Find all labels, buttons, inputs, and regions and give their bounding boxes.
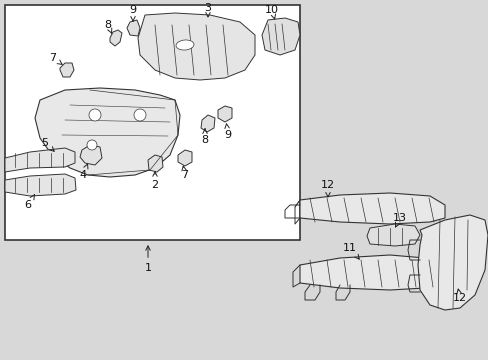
Circle shape [89,109,101,121]
Ellipse shape [176,40,194,50]
Polygon shape [299,193,444,224]
Text: 12: 12 [452,289,466,303]
Polygon shape [127,20,140,36]
Bar [5,5,299,240]
Text: 7: 7 [49,53,62,64]
Text: 6: 6 [24,195,35,210]
Text: 1: 1 [144,246,151,273]
Circle shape [87,140,97,150]
Text: 9: 9 [224,124,231,140]
Text: 8: 8 [104,20,112,33]
Polygon shape [35,88,180,177]
Text: 5: 5 [41,138,54,151]
Text: 8: 8 [201,129,208,145]
Polygon shape [201,115,215,132]
Text: 4: 4 [79,164,88,180]
Circle shape [134,109,146,121]
Polygon shape [262,18,299,55]
Polygon shape [417,215,487,310]
Polygon shape [5,148,75,172]
Text: 9: 9 [129,5,136,21]
Text: 7: 7 [181,166,188,180]
Polygon shape [218,106,231,122]
Polygon shape [60,63,74,77]
Text: 2: 2 [151,172,158,190]
Polygon shape [110,30,122,46]
Polygon shape [80,145,102,165]
Text: 3: 3 [204,3,211,17]
Text: 10: 10 [264,5,279,19]
Polygon shape [5,174,76,196]
Text: 13: 13 [392,213,406,227]
Text: 11: 11 [342,243,359,259]
Polygon shape [299,255,439,290]
Polygon shape [178,150,192,166]
Polygon shape [138,13,254,80]
Text: 12: 12 [320,180,334,197]
Polygon shape [366,224,419,246]
Polygon shape [148,155,163,172]
